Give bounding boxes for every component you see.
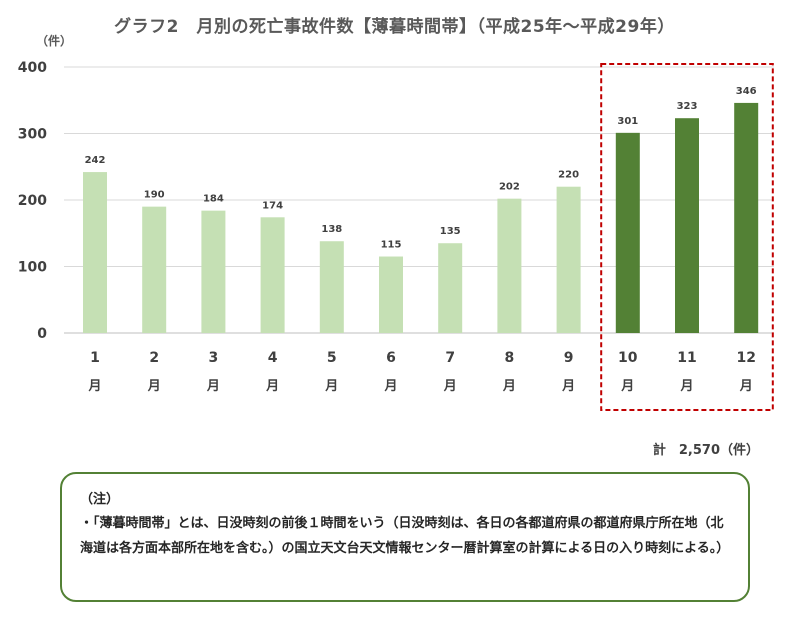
x-tick-suffix: 月 xyxy=(502,379,516,394)
highlight-box xyxy=(600,63,774,411)
x-tick-label: 12 xyxy=(736,350,755,366)
x-tick-suffix: 月 xyxy=(206,379,220,394)
x-tick-label: 8 xyxy=(505,350,515,366)
x-tick-suffix: 月 xyxy=(265,379,279,394)
total-count: 計 2,570（件） xyxy=(652,443,759,458)
data-label: 242 xyxy=(85,155,106,166)
chart-title: グラフ2 月別の死亡事故件数【薄暮時間帯】（平成25年～平成29年） xyxy=(114,17,675,37)
x-tick-label: 5 xyxy=(327,350,337,366)
x-tick-label: 3 xyxy=(209,350,219,366)
note-heading: （注） xyxy=(80,492,120,507)
data-label: 184 xyxy=(203,194,224,205)
data-label: 115 xyxy=(381,240,402,251)
x-tick-suffix: 月 xyxy=(739,379,753,394)
x-tick-suffix: 月 xyxy=(679,379,693,394)
data-label: 190 xyxy=(144,190,165,201)
x-tick-suffix: 月 xyxy=(561,379,575,394)
y-tick-label: 0 xyxy=(37,326,47,342)
x-tick-label: 2 xyxy=(149,350,159,366)
x-tick-suffix: 月 xyxy=(324,379,338,394)
x-tick-suffix: 月 xyxy=(87,379,101,394)
bar xyxy=(497,198,522,333)
bar xyxy=(260,217,285,333)
bar xyxy=(83,172,107,333)
note-box: （注） ・「薄暮時間帯」とは、日没時刻の前後１時間をいう（日没時刻は、各日の各都… xyxy=(60,472,750,602)
y-tick-label: 400 xyxy=(18,60,47,76)
x-tick-label: 10 xyxy=(618,350,638,366)
x-tick-label: 6 xyxy=(386,350,396,366)
x-tick-label: 9 xyxy=(564,350,574,366)
y-tick-label: 200 xyxy=(18,193,47,209)
data-label: 174 xyxy=(262,200,283,211)
x-tick-suffix: 月 xyxy=(147,379,161,394)
bar xyxy=(556,186,581,333)
data-label: 323 xyxy=(677,101,698,112)
y-axis-unit-label: （件） xyxy=(36,34,73,48)
data-label: 220 xyxy=(558,170,579,181)
data-label: 138 xyxy=(321,224,342,235)
bar xyxy=(142,206,167,333)
x-tick-suffix: 月 xyxy=(383,379,397,394)
data-label: 346 xyxy=(736,86,757,97)
data-label: 301 xyxy=(617,116,638,127)
data-label: 135 xyxy=(440,226,461,237)
note-body: ・「薄暮時間帯」とは、日没時刻の前後１時間をいう（日没時刻は、各日の各都道府県の… xyxy=(80,516,730,556)
x-tick-label: 11 xyxy=(677,350,696,366)
bar xyxy=(438,243,463,333)
x-tick-label: 1 xyxy=(90,350,100,366)
x-tick-label: 7 xyxy=(445,350,455,366)
bar xyxy=(201,210,226,333)
bar xyxy=(319,241,344,333)
x-tick-label: 4 xyxy=(268,350,278,366)
x-tick-suffix: 月 xyxy=(620,379,634,394)
bar-chart: 0 100 200 300 400 242 1 月 190 2 月 184 3 月 174 4 月 138 5 月 11… xyxy=(18,60,774,411)
bar xyxy=(615,132,640,333)
y-tick-label: 300 xyxy=(18,127,47,143)
bar xyxy=(734,102,759,333)
data-label: 202 xyxy=(499,182,520,193)
bar xyxy=(675,118,699,333)
y-tick-label: 100 xyxy=(18,260,47,276)
bar xyxy=(379,256,403,333)
x-tick-suffix: 月 xyxy=(443,379,457,394)
